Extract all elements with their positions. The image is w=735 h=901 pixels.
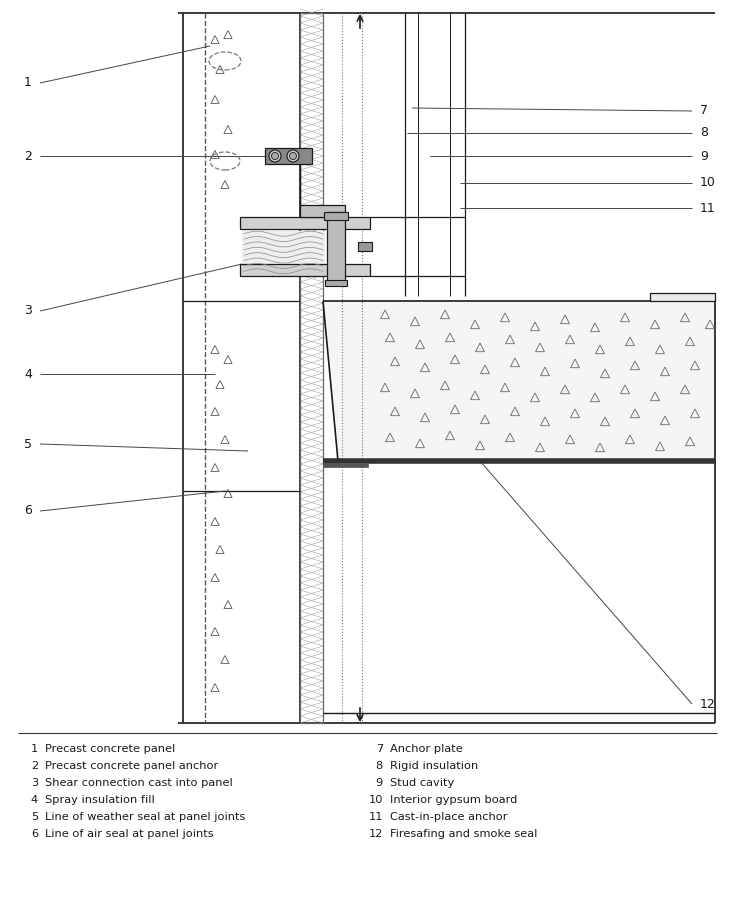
Text: 1: 1 — [24, 77, 32, 89]
Bar — [240, 264, 370, 276]
Text: 4: 4 — [31, 795, 38, 805]
Text: 12: 12 — [700, 697, 716, 711]
Text: 6: 6 — [24, 505, 32, 517]
Bar — [323, 463, 368, 467]
Polygon shape — [323, 301, 715, 461]
Bar — [242, 231, 325, 274]
Text: 12: 12 — [369, 829, 383, 839]
Text: 8: 8 — [700, 126, 708, 140]
Text: 10: 10 — [368, 795, 383, 805]
Text: 11: 11 — [700, 202, 716, 214]
Text: 7: 7 — [700, 105, 708, 117]
Text: Interior gypsum board: Interior gypsum board — [390, 795, 517, 805]
Text: 8: 8 — [376, 761, 383, 771]
Text: Line of air seal at panel joints: Line of air seal at panel joints — [45, 829, 214, 839]
Bar — [325, 280, 347, 286]
Text: 3: 3 — [31, 778, 38, 788]
Bar — [358, 242, 372, 251]
Text: 9: 9 — [376, 778, 383, 788]
Text: Cast-in-place anchor: Cast-in-place anchor — [390, 812, 507, 822]
Text: Stud cavity: Stud cavity — [390, 778, 454, 788]
Bar — [324, 212, 348, 220]
Bar — [300, 13, 323, 723]
Text: 3: 3 — [24, 305, 32, 317]
Bar — [650, 293, 715, 301]
Bar — [327, 212, 345, 281]
Text: 2: 2 — [31, 761, 38, 771]
Text: 5: 5 — [24, 438, 32, 450]
Text: 7: 7 — [376, 744, 383, 754]
Text: 11: 11 — [368, 812, 383, 822]
Text: Shear connection cast into panel: Shear connection cast into panel — [45, 778, 233, 788]
Text: Rigid insulation: Rigid insulation — [390, 761, 478, 771]
Text: 2: 2 — [24, 150, 32, 162]
Circle shape — [287, 150, 299, 162]
Text: Spray insulation fill: Spray insulation fill — [45, 795, 155, 805]
Text: Line of weather seal at panel joints: Line of weather seal at panel joints — [45, 812, 245, 822]
Text: Precast concrete panel: Precast concrete panel — [45, 744, 175, 754]
Circle shape — [271, 152, 279, 159]
Text: 9: 9 — [700, 150, 708, 162]
Text: Anchor plate: Anchor plate — [390, 744, 463, 754]
Text: Precast concrete panel anchor: Precast concrete panel anchor — [45, 761, 218, 771]
Bar — [300, 205, 345, 217]
Bar — [265, 148, 312, 164]
Text: 6: 6 — [31, 829, 38, 839]
Text: 4: 4 — [24, 368, 32, 380]
Bar — [240, 217, 370, 229]
Text: 10: 10 — [700, 177, 716, 189]
Text: 1: 1 — [31, 744, 38, 754]
Text: Firesafing and smoke seal: Firesafing and smoke seal — [390, 829, 537, 839]
Circle shape — [290, 152, 296, 159]
Text: 5: 5 — [31, 812, 38, 822]
Circle shape — [269, 150, 281, 162]
